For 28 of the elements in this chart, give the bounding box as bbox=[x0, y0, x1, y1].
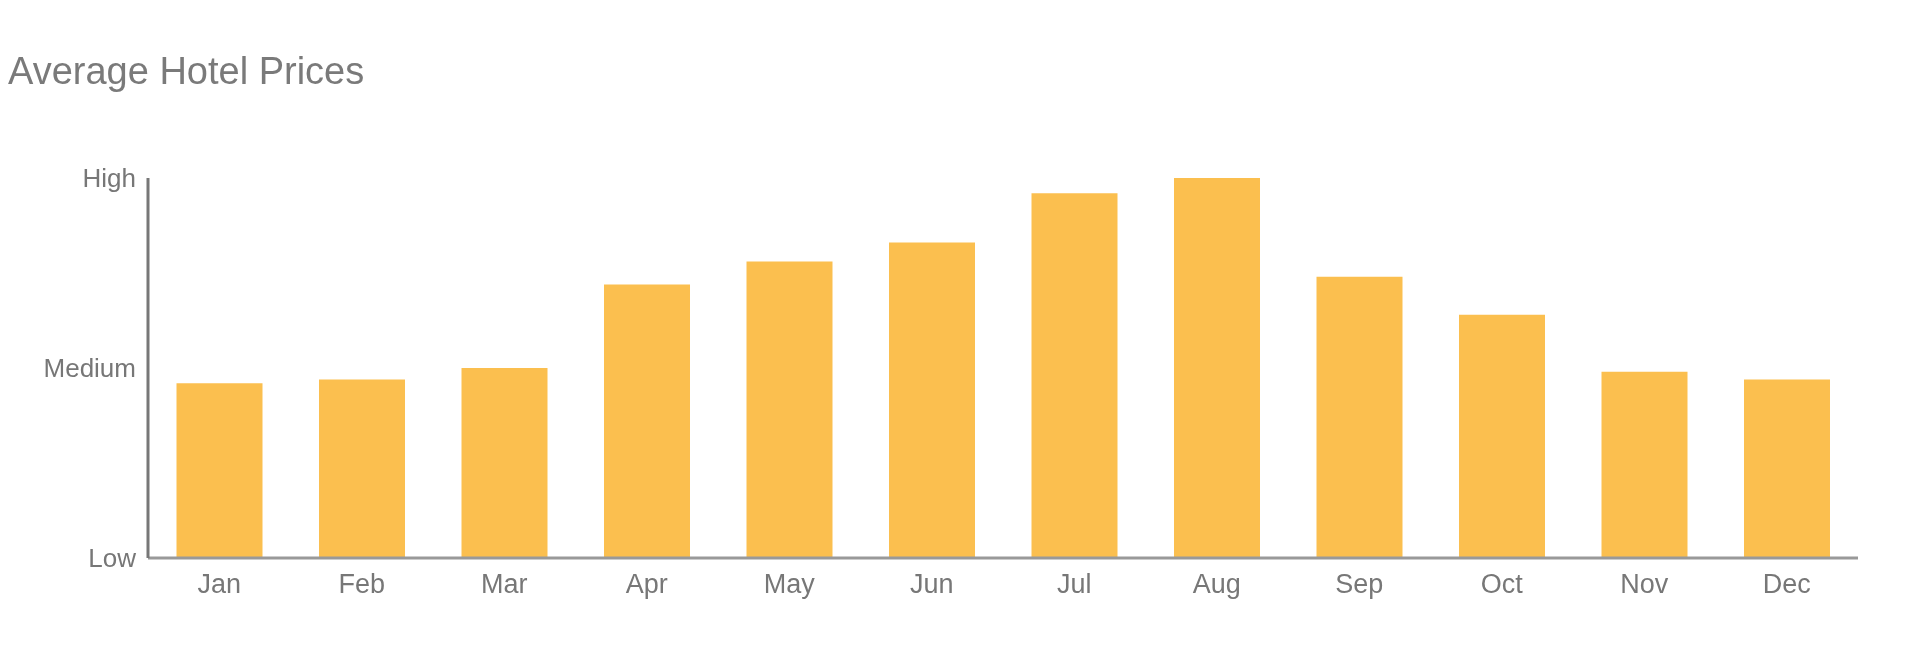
x-tick-label: Jul bbox=[1056, 569, 1092, 600]
x-tick-label: Apr bbox=[625, 569, 668, 600]
bar bbox=[746, 261, 833, 558]
chart-title: Average Hotel Prices bbox=[8, 50, 365, 93]
bar bbox=[461, 368, 548, 558]
bar bbox=[1031, 193, 1118, 558]
bar bbox=[1459, 314, 1545, 558]
x-tick-label: Oct bbox=[1480, 569, 1524, 600]
x-tick-label: Nov bbox=[1620, 569, 1669, 600]
x-tick-label: Dec bbox=[1762, 569, 1811, 600]
x-tick-label: Mar bbox=[481, 569, 528, 600]
x-tick-label: Aug bbox=[1192, 569, 1241, 600]
text: High bbox=[82, 163, 136, 193]
bar bbox=[889, 242, 975, 558]
bar bbox=[1174, 178, 1260, 558]
bar bbox=[1744, 379, 1830, 558]
x-tick-label: Jun bbox=[909, 569, 954, 600]
x-tick-label: May bbox=[763, 569, 816, 600]
bar bbox=[319, 379, 405, 558]
x-tick-label: Jan bbox=[197, 569, 242, 600]
x-tick-label: Sep bbox=[1335, 569, 1384, 600]
text: Medium bbox=[43, 353, 136, 383]
bar bbox=[1316, 276, 1403, 558]
bar bbox=[604, 284, 690, 558]
text: Low bbox=[88, 543, 136, 573]
x-tick-label: Feb bbox=[338, 569, 386, 600]
bar bbox=[176, 383, 263, 558]
bar bbox=[1601, 371, 1688, 558]
